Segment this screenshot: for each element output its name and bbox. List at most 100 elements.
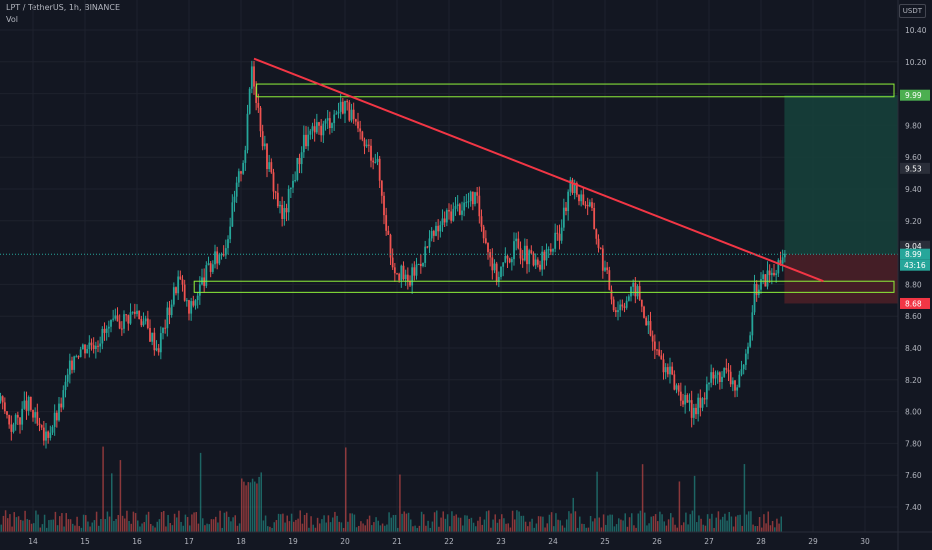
trendline	[253, 57, 824, 283]
y-tick-label: 10.20	[905, 58, 927, 67]
candle-body	[614, 310, 617, 313]
volume-bar	[388, 512, 390, 532]
price-label: 9.53	[905, 164, 922, 173]
candle-body	[738, 374, 741, 388]
candle-body	[60, 403, 63, 408]
chart-header: LPT / TetherUS, 1h, BINANCE Vol	[6, 4, 120, 24]
volume-bar	[69, 519, 72, 532]
candle-body	[99, 343, 102, 347]
candle-body	[493, 263, 496, 271]
candle-body	[229, 226, 232, 240]
volume-bar	[592, 521, 594, 532]
volume-bar	[360, 521, 362, 532]
candle-body	[601, 248, 604, 271]
candle-body	[47, 431, 50, 438]
candle-body	[484, 238, 487, 244]
candle-body	[253, 66, 255, 87]
volume-bar	[542, 516, 544, 532]
candle-body	[380, 180, 383, 196]
volume-bar	[654, 514, 657, 532]
candle-body	[385, 215, 388, 231]
candle-body	[315, 122, 318, 133]
volume-bar	[373, 522, 375, 532]
volume-bar	[416, 527, 418, 532]
candle-body	[658, 349, 661, 356]
volume-bar	[672, 517, 674, 532]
candle-body	[549, 249, 552, 252]
volume-bar	[128, 520, 130, 532]
volume-bar	[143, 522, 145, 532]
candle-body	[736, 387, 739, 391]
candle-body	[352, 109, 355, 120]
volume-bar	[470, 517, 473, 532]
volume-bar	[80, 527, 83, 532]
symbol-title[interactable]: LPT / TetherUS, 1h, BINANCE	[6, 3, 121, 12]
volume-bar	[89, 526, 91, 532]
volume-bar	[527, 526, 529, 532]
candle-body	[461, 210, 463, 215]
candle-body	[448, 210, 450, 212]
support-zone	[193, 280, 895, 293]
candle-body	[250, 66, 253, 89]
volume-bar	[685, 512, 687, 532]
volume-bar	[156, 521, 158, 532]
volume-bar	[462, 525, 464, 532]
candle-body	[144, 318, 147, 322]
candle-body	[699, 397, 702, 408]
candle-body	[513, 241, 515, 260]
volume-bar	[771, 521, 774, 532]
volume-label[interactable]: Vol	[6, 15, 18, 24]
volume-bar	[490, 527, 492, 532]
volume-bar	[442, 511, 444, 532]
candle-body	[534, 259, 537, 266]
volume-bar	[644, 512, 646, 532]
candle-body	[75, 356, 78, 358]
candle-body	[62, 390, 65, 408]
candle-body	[1, 396, 4, 403]
volume-bar	[251, 478, 254, 532]
volume-bar	[334, 511, 336, 532]
candle-body	[64, 381, 67, 391]
candle-body	[623, 306, 626, 308]
candle-body	[40, 425, 43, 428]
volume-bar	[323, 515, 325, 532]
candle-body	[649, 321, 652, 336]
volume-bar	[765, 523, 767, 532]
x-tick-label: 27	[704, 537, 714, 546]
volume-bar	[381, 523, 384, 532]
candle-body	[296, 157, 299, 180]
candle-body	[292, 180, 294, 188]
candle-body	[504, 255, 507, 263]
candle-body	[0, 396, 2, 401]
volume-bar	[108, 516, 111, 532]
volume-bar	[9, 514, 11, 532]
candle-body	[283, 208, 286, 219]
candle-body	[136, 310, 138, 314]
price-label: 9.04	[905, 242, 922, 251]
volume-bar	[566, 519, 568, 532]
volume-bar	[273, 522, 275, 532]
candle-body	[101, 328, 104, 344]
candle-body	[558, 233, 561, 241]
candle-body	[578, 194, 580, 202]
volume-bar	[93, 520, 96, 532]
volume-bar	[312, 524, 314, 532]
candle-body	[168, 307, 171, 316]
volume-bar	[336, 515, 338, 532]
volume-bar	[186, 517, 189, 532]
candle-body	[669, 366, 671, 375]
candle-body	[266, 143, 268, 170]
candle-body	[664, 367, 667, 373]
volume-bar	[563, 527, 566, 532]
x-tick-label: 17	[184, 537, 194, 546]
volume-bar	[717, 511, 720, 532]
candle-body	[554, 232, 557, 249]
candle-body	[211, 264, 214, 272]
candle-body	[276, 192, 279, 207]
candle-body	[766, 270, 769, 287]
candle-body	[235, 182, 238, 197]
volume-bar	[202, 518, 204, 532]
x-tick-label: 30	[860, 537, 870, 546]
candle-body	[374, 161, 377, 163]
